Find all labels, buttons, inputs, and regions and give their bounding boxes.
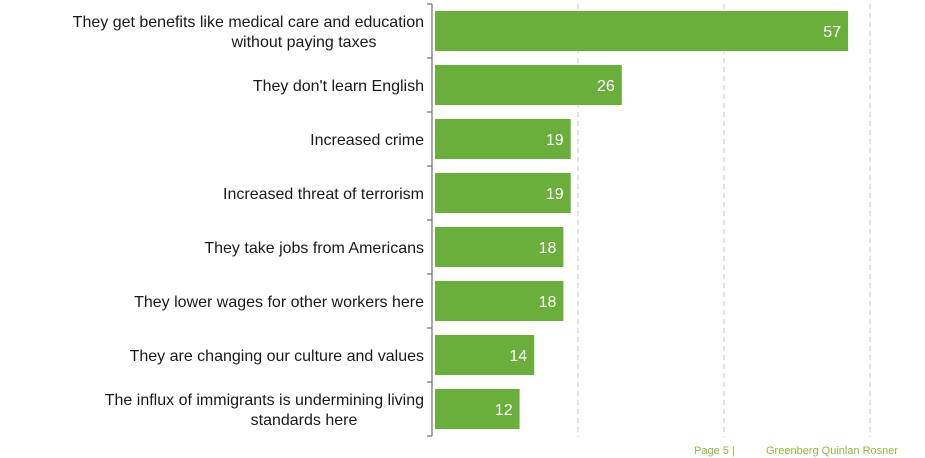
category-label: They take jobs from Americans bbox=[204, 240, 424, 257]
bars bbox=[435, 11, 849, 429]
bar bbox=[435, 11, 849, 51]
category-label: They get benefits like medical care and … bbox=[73, 14, 424, 51]
category-label: Increased crime bbox=[310, 132, 424, 149]
bar bbox=[435, 281, 564, 321]
bar bbox=[435, 227, 564, 267]
category-label: Increased threat of terrorism bbox=[223, 186, 424, 203]
footer-page-number: Page 5 | bbox=[694, 445, 735, 457]
value-label: 12 bbox=[495, 402, 513, 419]
category-label-line: without paying taxes bbox=[231, 34, 377, 51]
category-labels: They get benefits like medical care and … bbox=[73, 14, 424, 429]
category-label-line: They lower wages for other workers here bbox=[134, 294, 424, 311]
category-label: They lower wages for other workers here bbox=[134, 294, 424, 311]
value-label: 14 bbox=[509, 348, 527, 365]
value-label: 57 bbox=[823, 24, 841, 41]
category-label-line: They get benefits like medical care and … bbox=[73, 14, 424, 31]
horizontal-bar-chart: They get benefits like medical care and … bbox=[73, 3, 871, 437]
category-label-line: They don't learn English bbox=[253, 78, 424, 95]
bar bbox=[435, 65, 622, 105]
value-label: 19 bbox=[546, 186, 564, 203]
value-label: 18 bbox=[539, 294, 557, 311]
bar bbox=[435, 389, 520, 429]
category-label-line: They are changing our culture and values bbox=[130, 348, 424, 365]
bar bbox=[435, 173, 571, 213]
category-label: They don't learn English bbox=[253, 78, 424, 95]
value-label: 26 bbox=[597, 78, 615, 95]
value-label: 19 bbox=[546, 132, 564, 149]
category-axis bbox=[427, 3, 433, 437]
category-label: The influx of immigrants is undermining … bbox=[105, 392, 424, 429]
category-label-line: The influx of immigrants is undermining … bbox=[105, 392, 424, 409]
category-label: They are changing our culture and values bbox=[130, 348, 424, 365]
category-label-line: They take jobs from Americans bbox=[204, 240, 424, 257]
value-label: 18 bbox=[539, 240, 557, 257]
category-label-line: standards here bbox=[251, 412, 358, 429]
value-labels: 57 26 19 19 18 18 14 12 bbox=[495, 24, 841, 419]
bar bbox=[435, 119, 571, 159]
bar bbox=[435, 335, 535, 375]
category-label-line: Increased threat of terrorism bbox=[223, 186, 424, 203]
footer-brand: Greenberg Quinlan Rosner bbox=[766, 445, 899, 457]
category-label-line: Increased crime bbox=[310, 132, 424, 149]
